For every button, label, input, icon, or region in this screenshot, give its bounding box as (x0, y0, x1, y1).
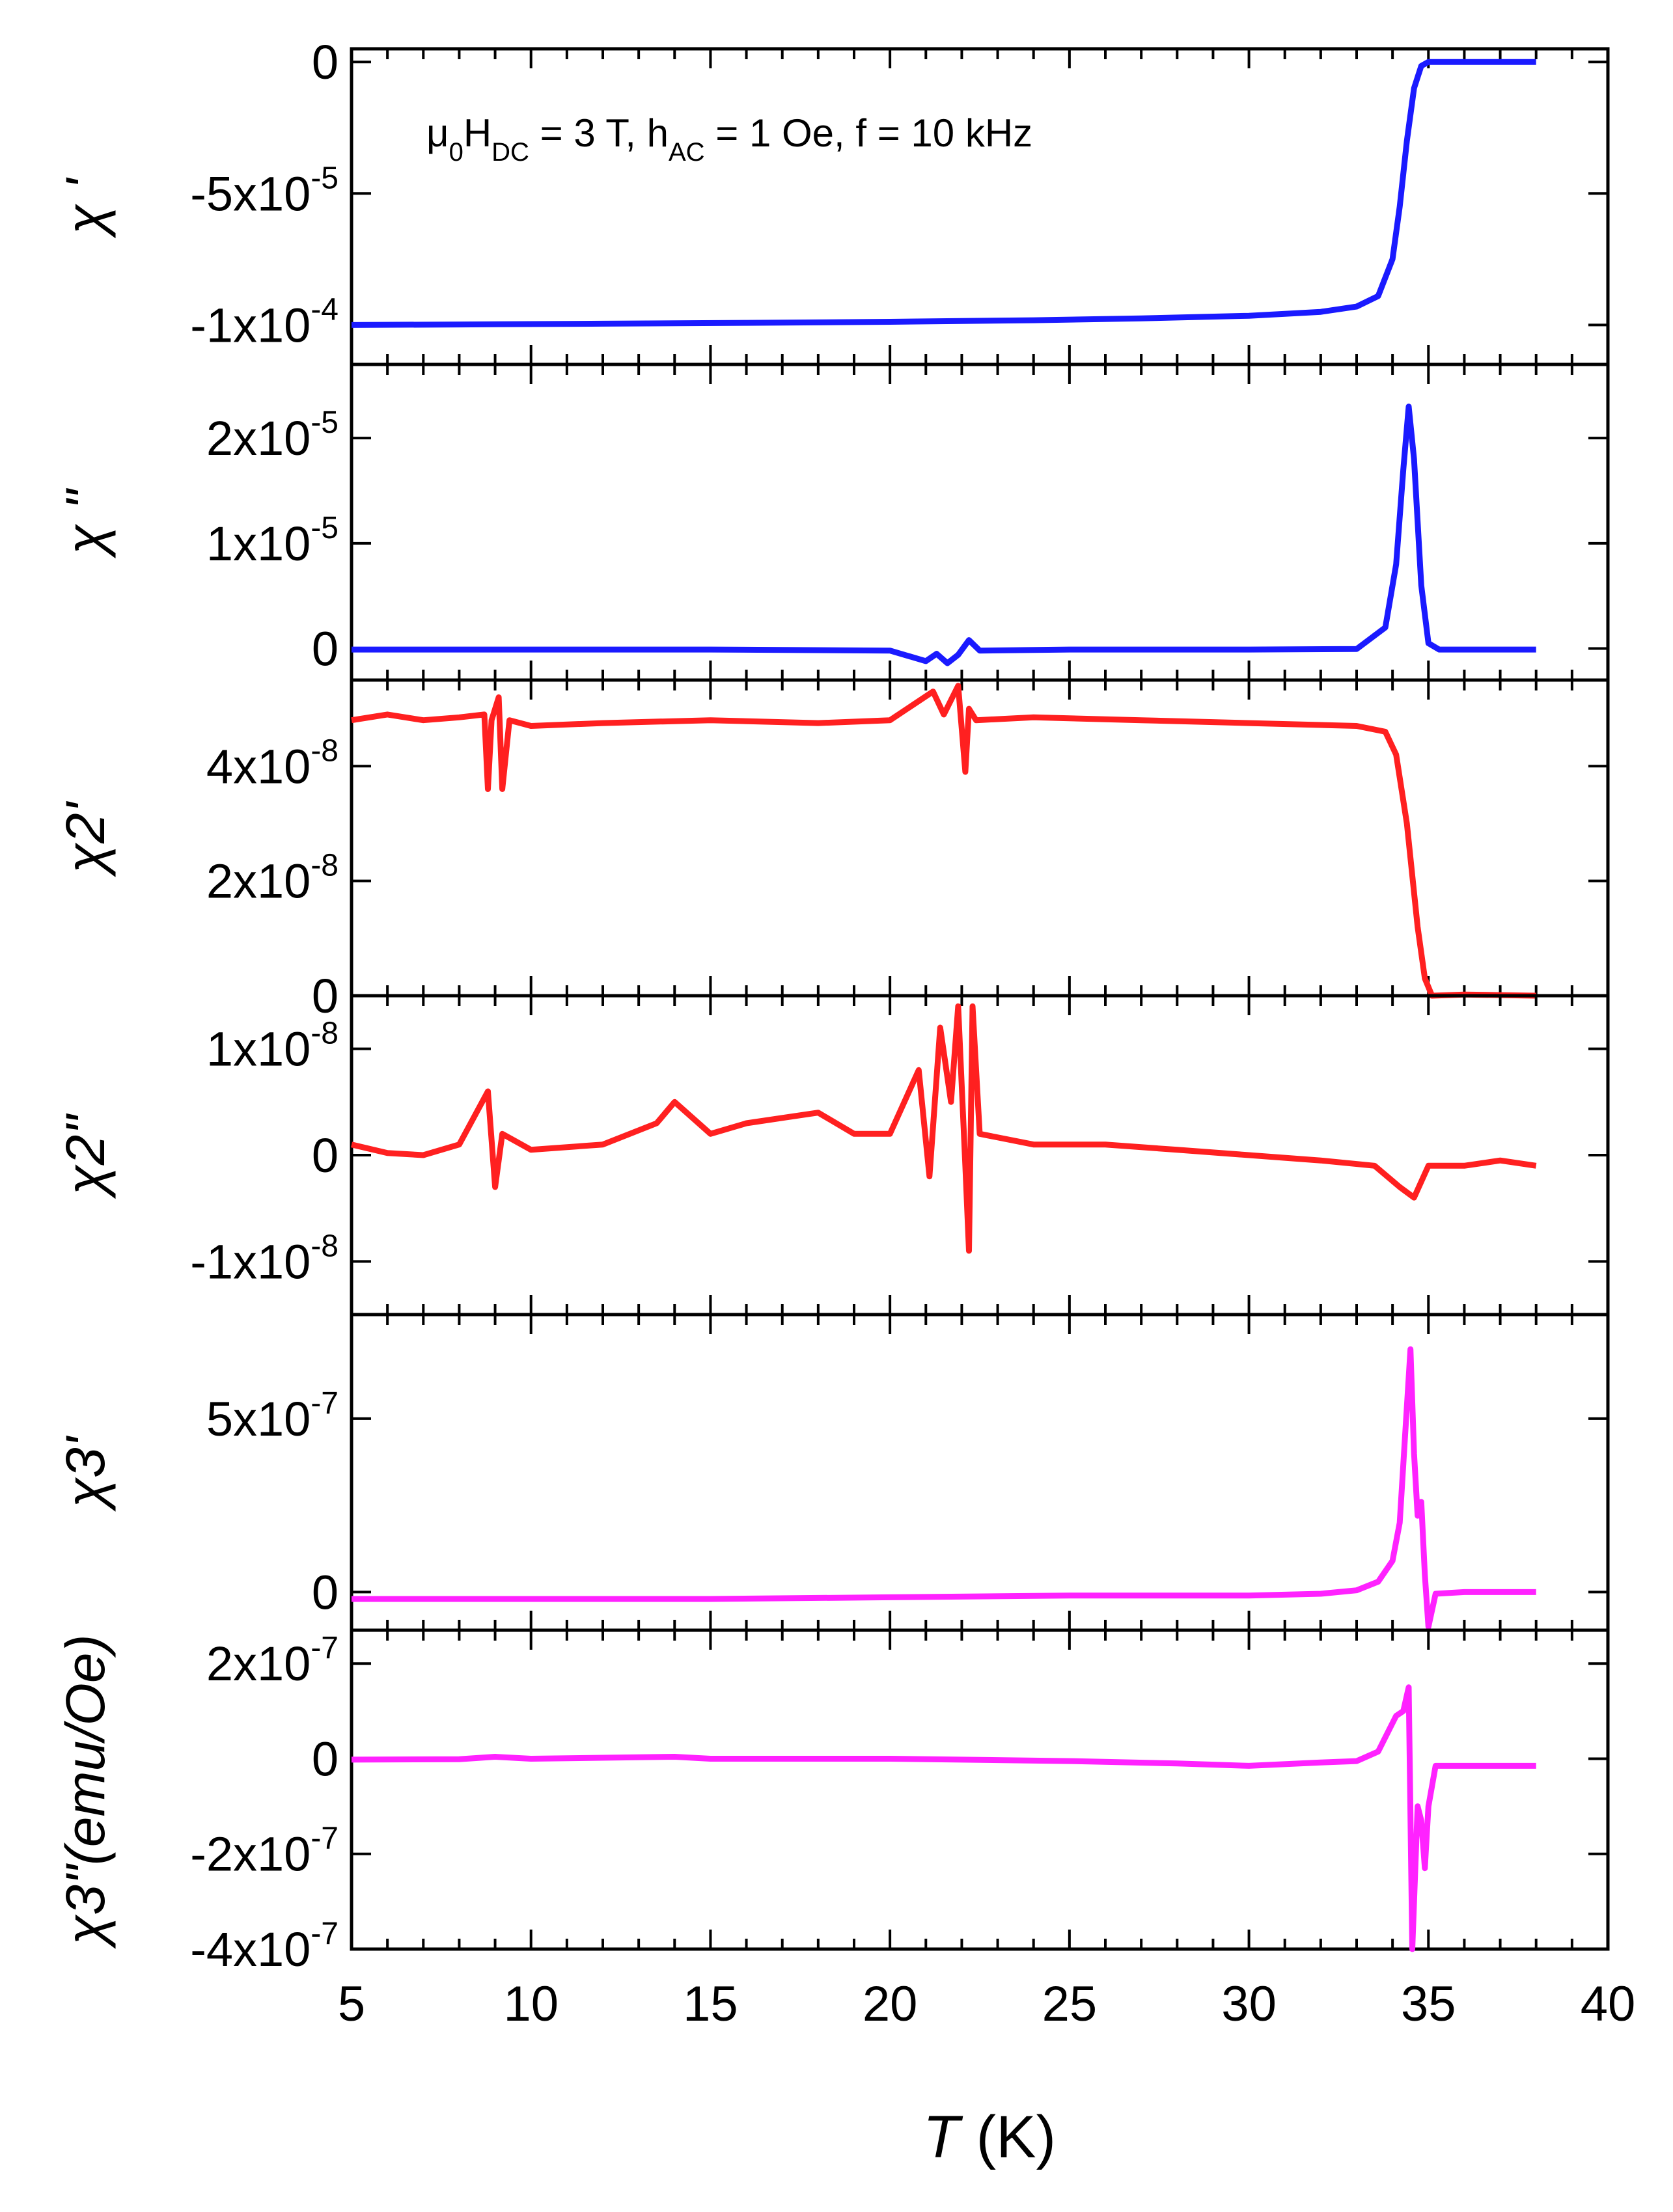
panel-3: 0 2x10-8 4x10-8 χ2' (55, 678, 1610, 1023)
y-tick-label: -5x10-5 (190, 161, 339, 221)
x-tick-label: 5 (338, 1976, 365, 2032)
panel-frame (350, 994, 1610, 1317)
series-line-chi2-real (351, 683, 1536, 999)
panel-frame (350, 1628, 1610, 1951)
x-tick-label: 30 (1221, 1976, 1277, 2032)
y-tick-label: 2x10-7 (206, 1631, 339, 1691)
y-axis-label: χ3' (55, 1435, 116, 1512)
y-tick-label: 2x10-5 (206, 405, 339, 465)
y-axis-label: χ3"(emu/Oe) (55, 1634, 116, 1949)
y-tick-label: 2x10-8 (206, 849, 339, 908)
series-line-chi1-imag (352, 403, 1536, 666)
y-tick-label: 0 (312, 35, 339, 89)
x-tick-label: 25 (1042, 1976, 1098, 2032)
y-tick-label: 4x10-8 (206, 733, 339, 793)
panel-1: 0 -5x10-5 -1x10-4 χ ' (55, 35, 1610, 366)
y-tick-label: 0 (312, 1565, 339, 1619)
panel-2: 0 1x10-5 2x10-5 χ " (55, 362, 1610, 682)
y-tick-label: 1x10-8 (206, 1017, 339, 1076)
y-axis-label: χ2" (55, 1113, 116, 1200)
x-tick-label: 10 (503, 1976, 559, 2032)
panel-frame (350, 47, 1610, 366)
measurement-annotation: μ0HDC = 3 T, hAC = 1 Oe, f = 10 kHz (426, 111, 1032, 167)
y-tick-label: -1x10-4 (190, 292, 339, 352)
y-axis-label: χ2' (55, 800, 116, 878)
y-tick-label: 1x10-5 (206, 511, 339, 571)
x-tick-label: 20 (863, 1976, 918, 2032)
y-tick-label: 0 (312, 1128, 339, 1182)
x-tick-label: 15 (683, 1976, 738, 2032)
x-tick-label: 35 (1401, 1976, 1456, 2032)
panel-4: -1x10-8 0 1x10-8 χ2" (55, 994, 1610, 1317)
x-tick-label: 40 (1581, 1976, 1636, 2032)
y-tick-label: -4x10-7 (190, 1917, 339, 1976)
y-axis-label: χ " (55, 488, 116, 559)
panel-frame (350, 1313, 1610, 1632)
series-line-chi3-real (352, 1346, 1536, 1630)
y-tick-label: 0 (312, 1732, 339, 1786)
panel-5: 0 5x10-7 χ3' (55, 1313, 1610, 1632)
y-tick-label: -1x10-8 (190, 1229, 339, 1289)
x-axis-label: T (K) (923, 2104, 1056, 2170)
y-axis-label: χ ' (55, 177, 116, 239)
y-tick-label: 0 (312, 622, 339, 676)
series-line-chi2-imag (350, 1003, 1537, 1254)
y-tick-label: 0 (312, 969, 339, 1023)
panel-6: -4x10-7 -2x10-7 0 2x10-7 χ3"(emu/Oe) (55, 1628, 1610, 1976)
y-tick-label: -2x10-7 (190, 1822, 339, 1881)
series-line-chi3-imag (351, 1684, 1536, 1952)
series-line-chi1-real (351, 59, 1536, 328)
y-tick-label: 5x10-7 (206, 1386, 339, 1446)
